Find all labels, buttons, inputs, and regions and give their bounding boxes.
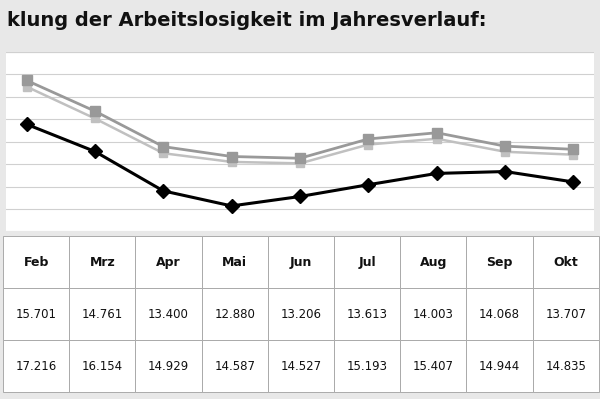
Bar: [3, 236, 69, 288]
Bar: [136, 236, 202, 288]
Bar: [3, 288, 69, 340]
Bar: [202, 288, 268, 340]
Text: 13.613: 13.613: [347, 308, 388, 320]
Text: 15.701: 15.701: [16, 308, 56, 320]
Bar: [3, 340, 69, 392]
Text: 13.400: 13.400: [148, 308, 189, 320]
Text: 14.068: 14.068: [479, 308, 520, 320]
Bar: [334, 288, 400, 340]
Text: Sep: Sep: [487, 255, 512, 269]
Text: 14.944: 14.944: [479, 359, 520, 373]
Bar: [533, 340, 599, 392]
Text: 13.206: 13.206: [280, 308, 322, 320]
Bar: [202, 340, 268, 392]
Bar: [334, 340, 400, 392]
Bar: [400, 340, 466, 392]
Text: 15.193: 15.193: [347, 359, 388, 373]
Bar: [400, 288, 466, 340]
Bar: [69, 236, 136, 288]
Bar: [268, 288, 334, 340]
Text: Mrz: Mrz: [89, 255, 115, 269]
Text: 15.407: 15.407: [413, 359, 454, 373]
Text: Mai: Mai: [222, 255, 247, 269]
Text: 13.707: 13.707: [545, 308, 586, 320]
Text: 14.835: 14.835: [545, 359, 586, 373]
Text: 14.527: 14.527: [280, 359, 322, 373]
Bar: [69, 340, 136, 392]
Bar: [334, 236, 400, 288]
Text: 14.587: 14.587: [214, 359, 255, 373]
Bar: [466, 236, 533, 288]
Text: klung der Arbeitslosigkeit im Jahresverlauf:: klung der Arbeitslosigkeit im Jahresverl…: [7, 11, 487, 30]
Bar: [268, 340, 334, 392]
Bar: [136, 288, 202, 340]
Bar: [466, 340, 533, 392]
Text: 12.880: 12.880: [214, 308, 255, 320]
Text: 14.003: 14.003: [413, 308, 454, 320]
Bar: [533, 288, 599, 340]
Bar: [69, 288, 136, 340]
Text: 17.216: 17.216: [16, 359, 57, 373]
Text: Apr: Apr: [156, 255, 181, 269]
Text: Feb: Feb: [23, 255, 49, 269]
Text: Jul: Jul: [358, 255, 376, 269]
Bar: [400, 236, 466, 288]
Bar: [202, 236, 268, 288]
Text: 14.761: 14.761: [82, 308, 123, 320]
Bar: [136, 340, 202, 392]
Text: Okt: Okt: [553, 255, 578, 269]
Bar: [533, 236, 599, 288]
Text: 14.929: 14.929: [148, 359, 189, 373]
Bar: [466, 288, 533, 340]
Text: Jun: Jun: [290, 255, 312, 269]
Bar: [268, 236, 334, 288]
Text: 16.154: 16.154: [82, 359, 123, 373]
Text: Aug: Aug: [419, 255, 447, 269]
